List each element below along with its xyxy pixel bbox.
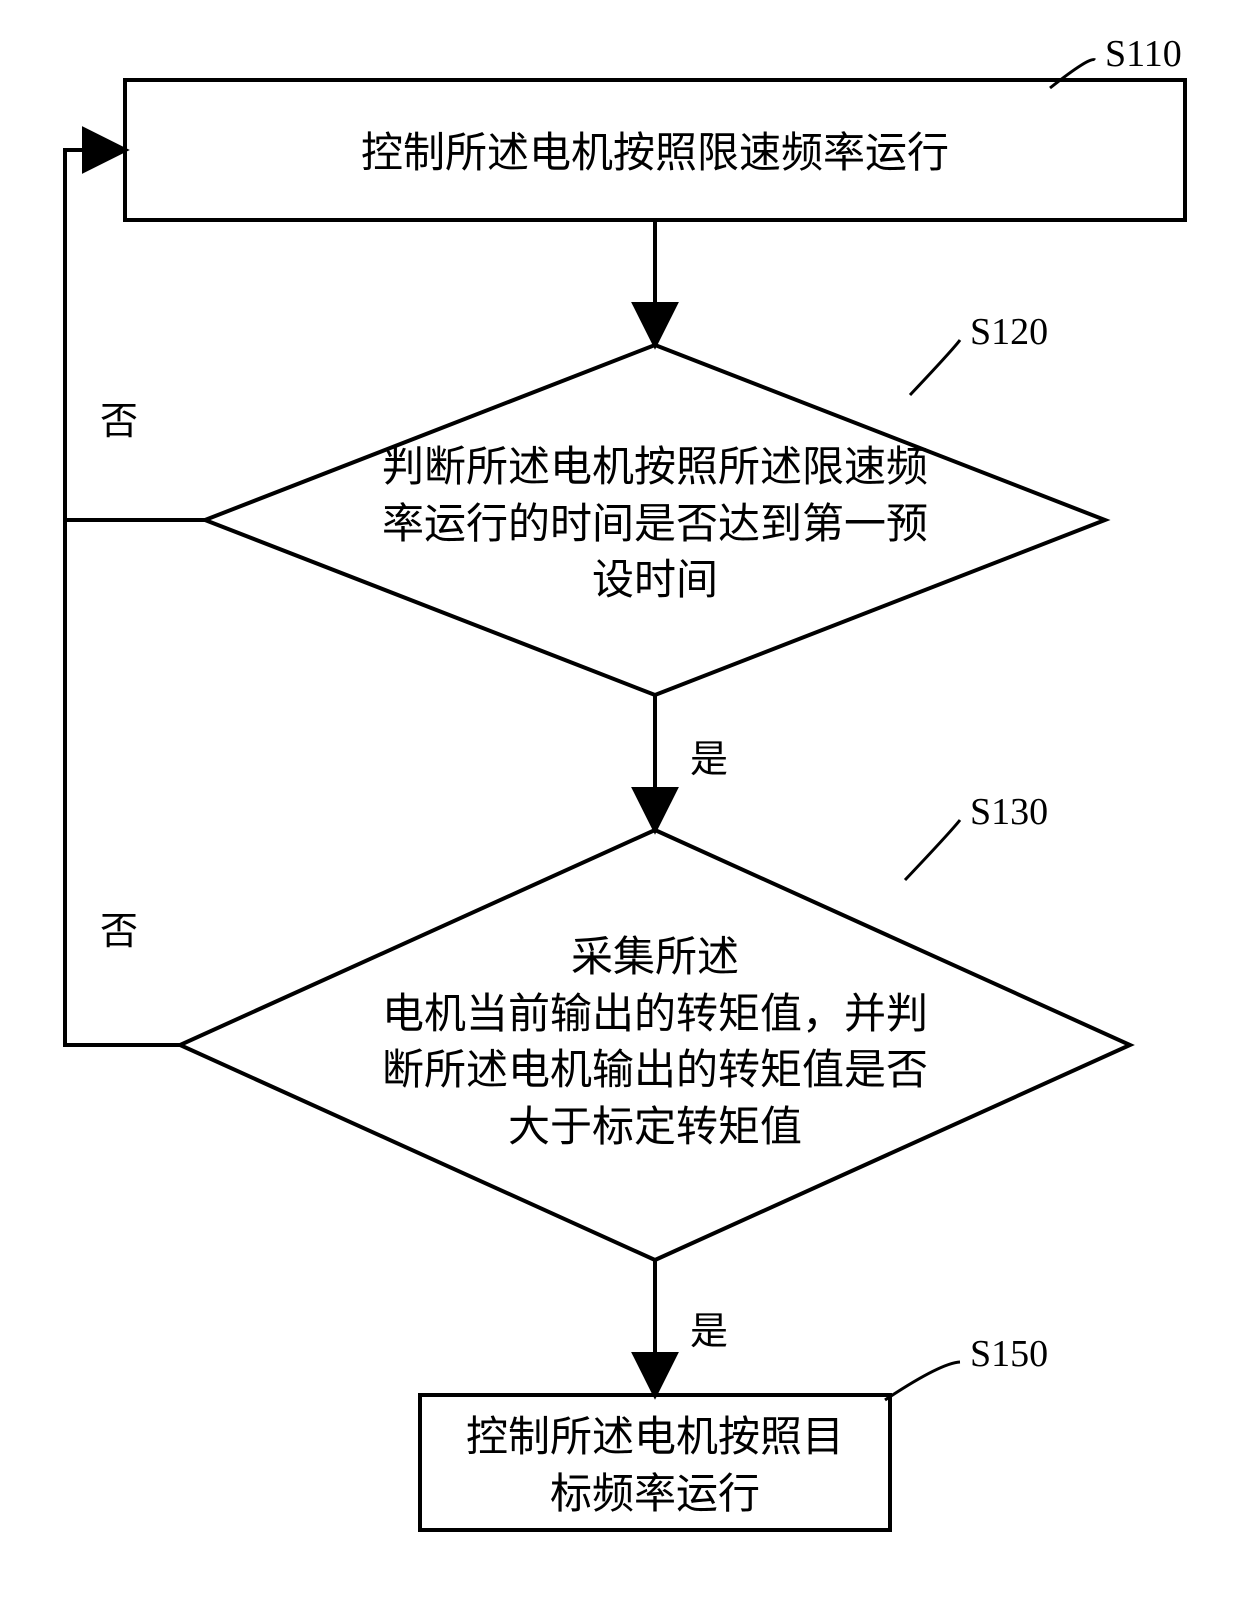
flowchart-svg [0, 0, 1240, 1613]
node-text-s120: 判断所述电机按照所述限速频率运行的时间是否达到第一预设时间 [255, 440, 1055, 610]
step-label-s120: S120 [970, 310, 1048, 354]
node-text-s150: 控制所述电机按照目标频率运行 [255, 1410, 1055, 1523]
step-label-s150: S150 [970, 1332, 1048, 1376]
node-text-s110: 控制所述电机按照限速频率运行 [255, 126, 1055, 183]
edge-label: 是 [690, 1300, 728, 1355]
step-label-s110: S110 [1105, 32, 1182, 76]
edge-label: 否 [100, 390, 138, 445]
edge-label: 否 [100, 900, 138, 955]
edge-label: 是 [690, 728, 728, 783]
step-label-s130: S130 [970, 790, 1048, 834]
node-text-s130: 采集所述电机当前输出的转矩值，并判断所述电机输出的转矩值是否大于标定转矩值 [255, 930, 1055, 1157]
flowchart-canvas: 控制所述电机按照限速频率运行 S110 判断所述电机按照所述限速频率运行的时间是否达… [0, 0, 1240, 1613]
